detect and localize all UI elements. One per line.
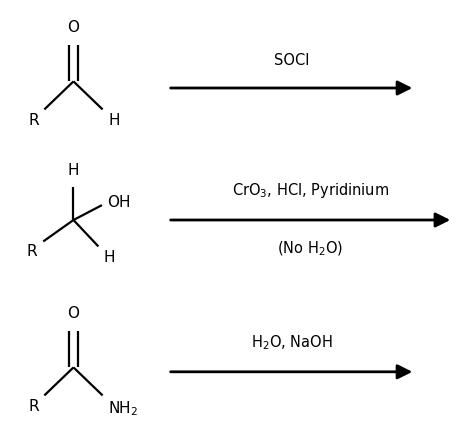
Text: H$_2$O, NaOH: H$_2$O, NaOH (251, 334, 332, 352)
Text: R: R (28, 399, 38, 414)
Text: R: R (28, 113, 38, 128)
Text: H: H (103, 250, 115, 265)
Text: (No H$_2$O): (No H$_2$O) (277, 240, 344, 258)
Text: O: O (67, 20, 80, 35)
Text: O: O (67, 306, 80, 321)
Text: R: R (27, 244, 37, 259)
Text: H: H (108, 113, 120, 128)
Text: OH: OH (108, 195, 131, 210)
Text: NH$_2$: NH$_2$ (108, 399, 138, 418)
Text: SOCl: SOCl (274, 53, 309, 68)
Text: CrO$_3$, HCl, Pyridinium: CrO$_3$, HCl, Pyridinium (232, 181, 389, 200)
Text: H: H (68, 163, 79, 178)
